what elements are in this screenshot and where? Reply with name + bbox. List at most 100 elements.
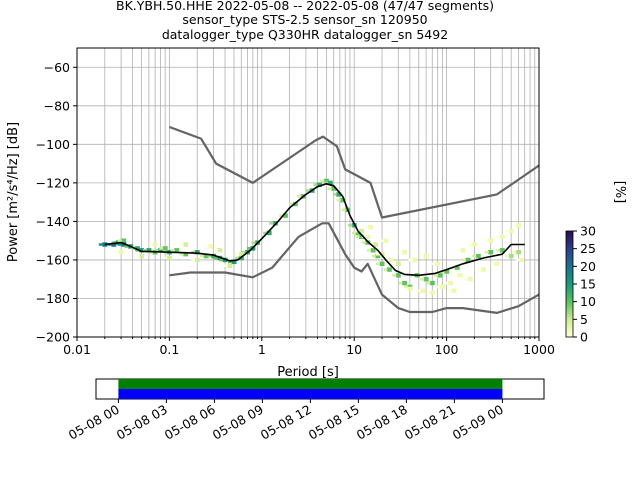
- density-cell: [194, 257, 200, 263]
- density-cell: [383, 238, 389, 243]
- timeline-tick-label: 05-09 00: [450, 402, 506, 443]
- density-cell: [447, 280, 453, 286]
- density-cell: [484, 239, 489, 242]
- density-cell: [219, 258, 224, 262]
- timeline-tick-label: 05-08 06: [162, 402, 218, 443]
- density-cell: [379, 239, 384, 242]
- density-cell: [454, 274, 459, 277]
- density-cell: [488, 238, 494, 243]
- density-cell: [336, 192, 342, 197]
- density-cell: [367, 249, 372, 252]
- density-cell: [227, 263, 233, 268]
- density-cell: [447, 289, 452, 293]
- density-cell: [323, 178, 329, 184]
- title-line-2: sensor_type STS-2.5 sensor_sn 120950: [182, 12, 427, 27]
- density-cell: [118, 250, 124, 255]
- density-cell: [392, 262, 397, 266]
- density-cell: [154, 249, 159, 252]
- density-cell: [426, 291, 431, 294]
- density-cell: [364, 225, 369, 229]
- colorbar-ticks: 0 5 10 15 20 25 30: [573, 224, 596, 345]
- density-cell: [384, 258, 389, 262]
- colorbar-tick-label: 30: [580, 224, 596, 239]
- x-tick-label: 0.1: [159, 342, 179, 357]
- density-cell: [496, 249, 501, 252]
- density-cell: [505, 254, 510, 258]
- density-cell: [508, 228, 514, 234]
- density-cell: [359, 228, 365, 234]
- density-cell: [251, 241, 256, 244]
- density-cell: [401, 250, 407, 255]
- density-cell: [313, 183, 318, 187]
- density-cell: [490, 262, 495, 266]
- density-cell: [420, 254, 425, 258]
- density-cell: [376, 252, 381, 256]
- density-cell: [121, 238, 127, 243]
- colorbar-tick-label: 0: [580, 330, 588, 345]
- density-cell: [499, 234, 505, 240]
- density-cell: [454, 265, 460, 270]
- density-cell: [472, 254, 477, 258]
- density-cell: [388, 257, 394, 263]
- density-cell: [392, 274, 397, 277]
- psd-plot: 0.01 0.1 1 10 100 1000 −200 −180 −160 −140 −120 −1…: [6, 47, 555, 380]
- density-cell: [331, 186, 337, 191]
- density-cell: [152, 242, 158, 247]
- density-cell: [235, 252, 240, 256]
- density-cell: [348, 223, 353, 227]
- density-cell: [508, 253, 514, 259]
- density-cell: [477, 268, 482, 271]
- x-axis-label: Period [s]: [277, 365, 339, 380]
- colorbar-label: [%]: [612, 181, 627, 204]
- density-cell: [149, 243, 154, 246]
- density-cell: [395, 261, 401, 266]
- density-cell: [365, 234, 371, 240]
- density-cell: [134, 246, 140, 251]
- density-cell: [191, 258, 196, 262]
- density-cell: [183, 251, 189, 257]
- density-cell: [386, 267, 392, 272]
- density-cell: [213, 256, 218, 260]
- timeline-tick-label: 05-08 15: [306, 402, 362, 443]
- density-cell: [289, 202, 294, 206]
- density-cell: [159, 247, 164, 250]
- density-cell: [352, 231, 357, 235]
- timeline-tick-label: 05-08 03: [114, 402, 170, 443]
- timeline-tick-label: 05-08 12: [258, 402, 314, 443]
- density-cell: [146, 248, 152, 253]
- colorbar-gradient: [565, 230, 574, 338]
- density-cell: [383, 268, 388, 271]
- density-cell: [355, 230, 361, 236]
- density-cell: [217, 248, 223, 253]
- density-cell: [494, 261, 500, 266]
- x-tick-label: 10: [346, 342, 362, 357]
- density-cell: [282, 213, 288, 218]
- y-tick-label: −180: [36, 291, 70, 306]
- density-cell: [327, 180, 333, 186]
- density-cell: [423, 277, 429, 282]
- y-tick-label: −140: [36, 214, 70, 229]
- density-cell: [183, 242, 189, 247]
- density-cell: [166, 255, 172, 261]
- density-cell: [142, 249, 147, 252]
- density-cell: [475, 253, 481, 259]
- density-cell: [231, 259, 237, 265]
- density-cell: [111, 242, 117, 247]
- y-tick-label: −60: [44, 60, 70, 75]
- density-cell: [403, 285, 408, 289]
- density-cell: [157, 248, 163, 253]
- density-cell: [420, 288, 426, 293]
- density-cell: [359, 234, 365, 240]
- density-cell: [370, 248, 376, 253]
- x-tick-label: 1: [258, 342, 266, 357]
- density-cell: [431, 262, 436, 266]
- density-cell: [516, 250, 522, 255]
- density-cell: [426, 281, 431, 285]
- density-cell: [429, 290, 435, 295]
- title-line-1: BK.YBH.50.HHE 2022-05-08 -- 2022-05-08 (…: [116, 0, 494, 13]
- density-cell: [439, 284, 445, 290]
- x-ticks: 0.01 0.1 1 10 100 1000: [63, 337, 555, 357]
- y-axis-label: Power [m²/s⁴/Hz] [dB]: [6, 122, 21, 262]
- density-cell: [460, 248, 466, 253]
